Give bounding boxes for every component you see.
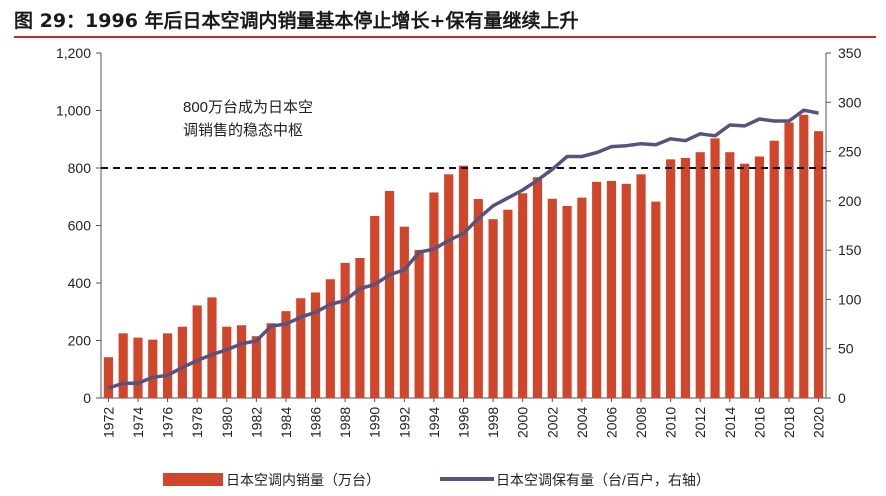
bar — [118, 333, 128, 398]
x-tick-label: 1984 — [278, 407, 294, 438]
x-tick-label: 1978 — [189, 407, 205, 438]
legend-bar-swatch — [163, 473, 223, 486]
bar — [222, 326, 232, 398]
bar — [547, 198, 557, 398]
x-tick-label: 1974 — [130, 407, 146, 438]
bar — [769, 140, 779, 398]
bar — [680, 157, 691, 398]
bar — [399, 226, 409, 398]
y-right-tick-label: 150 — [838, 242, 862, 258]
ownership-series-line — [107, 108, 819, 390]
x-tick-label: 2010 — [663, 407, 679, 438]
bar — [725, 152, 735, 398]
bar — [296, 298, 306, 398]
bar — [562, 205, 572, 398]
bar — [325, 279, 335, 398]
y-left-tick-label: 600 — [68, 218, 92, 234]
bar — [266, 323, 276, 398]
bar — [236, 325, 247, 398]
x-tick-label: 1996 — [456, 407, 472, 438]
x-tick-label: 1992 — [396, 407, 412, 438]
bar — [148, 339, 158, 398]
bar — [710, 138, 720, 398]
x-tick-label: 2006 — [603, 407, 619, 438]
bar — [473, 199, 483, 398]
bar — [429, 192, 439, 398]
bar — [207, 297, 217, 398]
x-tick-label: 1980 — [219, 407, 235, 438]
y-left-tick-label: 1,000 — [56, 103, 91, 119]
bar — [606, 180, 617, 398]
bar — [192, 305, 202, 398]
x-tick-label: 1990 — [367, 407, 383, 438]
bar — [458, 165, 469, 398]
bar — [281, 311, 291, 398]
bar — [103, 357, 113, 398]
bar — [636, 174, 646, 398]
y-right-tick-label: 200 — [838, 193, 862, 209]
bar — [695, 152, 705, 398]
bar — [754, 156, 765, 398]
bar — [340, 262, 350, 398]
y-right-tick-label: 300 — [838, 94, 862, 110]
bar — [488, 219, 498, 398]
bar — [310, 292, 321, 398]
legend-bar-label: 日本空调内销量（万台） — [226, 472, 380, 488]
y-left-tick-label: 200 — [68, 333, 92, 349]
y-right-tick-label: 0 — [838, 390, 846, 406]
bar — [784, 122, 794, 398]
bar — [518, 193, 528, 398]
x-tick-label: 2008 — [633, 407, 649, 438]
bar — [162, 333, 173, 398]
bar — [414, 249, 424, 398]
bar — [532, 177, 543, 398]
bar — [799, 114, 809, 398]
bar — [355, 257, 365, 398]
y-left-tick-label: 800 — [68, 160, 92, 176]
bar — [651, 201, 661, 398]
bar — [251, 336, 261, 398]
x-tick-label: 2012 — [692, 407, 708, 438]
y-right-tick-label: 350 — [838, 45, 862, 61]
x-tick-label: 2000 — [515, 407, 531, 438]
x-tick-label: 1994 — [426, 407, 442, 438]
x-tick-label: 2014 — [722, 407, 738, 438]
chart-title: 图 29：1996 年后日本空调内销量基本停止增长+保有量继续上升 — [14, 10, 579, 32]
x-tick-label: 1998 — [485, 407, 501, 438]
x-tick-label: 1982 — [248, 407, 264, 438]
bar — [621, 183, 631, 398]
legend-line-label: 日本空调保有量（台/百户，右轴） — [496, 472, 710, 488]
bar — [666, 159, 676, 398]
annotation-line-2: 调销售的稳态中枢 — [183, 122, 303, 139]
x-tick-label: 2002 — [544, 407, 560, 438]
bar — [444, 174, 454, 398]
bar — [814, 131, 824, 398]
bar — [503, 209, 513, 398]
bar — [740, 163, 750, 398]
x-tick-label: 2020 — [811, 407, 827, 438]
x-tick-label: 1988 — [337, 407, 353, 438]
bar — [592, 181, 602, 398]
annotation-line-1: 800万台成为日本空 — [183, 99, 313, 116]
bar — [577, 197, 587, 398]
y-left-tick-label: 1,200 — [56, 45, 91, 61]
x-tick-label: 1972 — [100, 407, 116, 438]
y-right-tick-label: 100 — [838, 291, 862, 307]
bar — [370, 216, 380, 398]
x-tick-label: 1986 — [308, 407, 324, 438]
x-tick-label: 2004 — [574, 407, 590, 438]
y-left-tick-label: 400 — [68, 275, 92, 291]
y-right-tick-label: 250 — [838, 144, 862, 160]
bar — [177, 326, 187, 398]
x-tick-label: 1976 — [160, 407, 176, 438]
title-underline — [14, 36, 876, 38]
bar — [133, 337, 143, 398]
x-tick-label: 2016 — [751, 407, 767, 438]
y-left-tick-label: 0 — [83, 390, 91, 406]
y-right-tick-label: 50 — [838, 341, 854, 357]
x-tick-label: 2018 — [781, 407, 797, 438]
bar — [384, 191, 395, 398]
